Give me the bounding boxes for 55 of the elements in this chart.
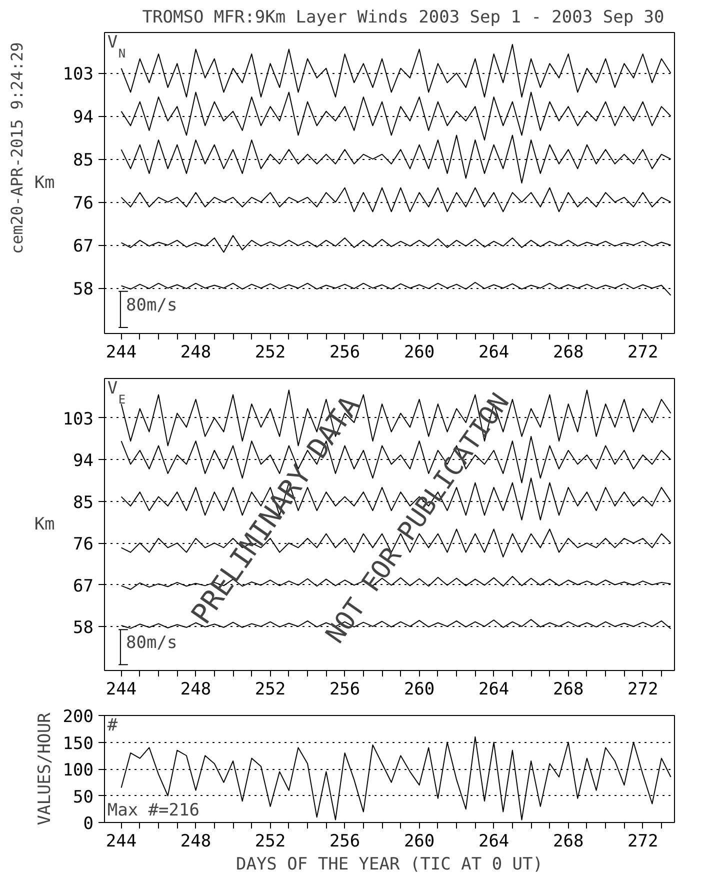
y-tick-label: 76 (73, 194, 94, 214)
x-tick-label: 264 (478, 342, 510, 362)
x-tick-label: 260 (404, 680, 435, 700)
y-tick-label: 94 (73, 451, 94, 472)
x-tick-label: 256 (329, 832, 360, 852)
y-tick-label: 103 (62, 64, 94, 85)
x-tick-label: 256 (329, 342, 360, 362)
x-tick-label: 264 (478, 832, 510, 852)
x-tick-label: 272 (627, 342, 658, 362)
x-tick-label: 268 (552, 680, 584, 700)
annotation: Max #=216 (107, 800, 200, 820)
x-tick-label: 272 (627, 832, 658, 852)
x-tick-label: 244 (106, 680, 137, 700)
annotation: # (107, 716, 118, 736)
x-tick-label: 248 (180, 680, 212, 700)
line-series (120, 235, 672, 253)
y-tick-label: 0 (83, 814, 94, 834)
annotation: 80m/s (126, 632, 178, 653)
x-tick-label: 260 (404, 342, 435, 362)
x-tick-label: 248 (180, 832, 212, 852)
chart-title: TROMSO MFR:9Km Layer Winds 2003 Sep 1 - 2003 Sep 30 (142, 8, 664, 28)
y-tick-label: 67 (73, 236, 94, 257)
x-axis-title: DAYS OF THE YEAR (TIC AT 0 UT) (236, 854, 544, 874)
x-tick-label: 244 (106, 342, 137, 362)
annotation: 80m/s (126, 295, 178, 316)
x-tick-label: 244 (106, 832, 137, 852)
y-tick-label: 85 (73, 150, 94, 171)
y-tick-label: 50 (73, 787, 94, 808)
x-tick-label: 252 (254, 680, 286, 700)
x-tick-label: 256 (329, 680, 360, 700)
y-axis-title: Km (34, 514, 55, 534)
y-tick-label: 76 (73, 534, 94, 555)
x-tick-label: 264 (478, 680, 510, 700)
x-tick-label: 268 (552, 342, 584, 362)
y-tick-label: 58 (73, 618, 94, 638)
y-tick-label: 200 (62, 707, 94, 727)
y-tick-label: 85 (73, 492, 94, 513)
line-series (120, 134, 672, 184)
x-tick-label: 252 (254, 832, 286, 852)
y-tick-label: 150 (62, 734, 94, 754)
x-tick-label: 260 (404, 832, 435, 852)
x-tick-label: 248 (180, 342, 212, 362)
y-axis-title: Km (34, 173, 55, 193)
y-tick-label: 58 (73, 280, 94, 300)
x-tick-label: 252 (254, 342, 286, 362)
y-axis-title: VALUES/HOUR (34, 712, 55, 826)
line-series (120, 92, 672, 140)
x-tick-label: 268 (552, 832, 584, 852)
line-series (120, 187, 672, 212)
y-tick-label: 100 (62, 760, 94, 780)
text: cem20-APR-2015 9:24:29 (8, 42, 26, 254)
y-tick-label: 103 (62, 409, 94, 430)
y-tick-label: 67 (73, 576, 94, 596)
x-tick-label: 272 (627, 680, 658, 700)
y-tick-label: 94 (73, 108, 94, 128)
